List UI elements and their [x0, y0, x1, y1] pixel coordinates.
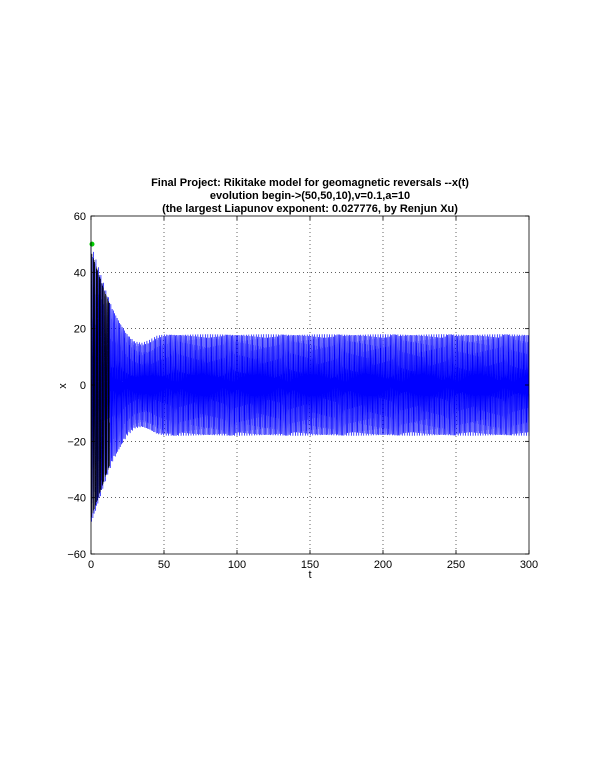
- x-tick-label-2: 100: [228, 559, 246, 571]
- y-tick-label-5: −40: [67, 493, 86, 505]
- series-x-line: [90, 244, 530, 522]
- y-tick-label-6: −60: [67, 549, 86, 561]
- y-tick-label-2: 20: [74, 324, 86, 336]
- transient-overlay-line: [91, 253, 110, 518]
- start-point-marker: [89, 241, 95, 247]
- x-tick-label-6: 300: [520, 559, 538, 571]
- y-tick-label-4: −20: [67, 436, 86, 448]
- x-tick-label-4: 200: [374, 559, 392, 571]
- chart-title-line-3: (the largest Liapunov exponent: 0.027776…: [162, 203, 458, 215]
- x-tick-label-3: 150: [301, 559, 319, 571]
- y-tick-label-1: 40: [74, 267, 86, 279]
- x-tick-label-1: 50: [158, 559, 170, 571]
- x-tick-label-0: 0: [88, 559, 94, 571]
- x-tick-label-5: 250: [447, 559, 465, 571]
- y-tick-label-3: 0: [80, 380, 86, 392]
- y-axis-label: x: [57, 383, 69, 389]
- chart-title-line-1: Final Project: Rikitake model for geomag…: [151, 177, 469, 189]
- chart-title-line-2: evolution begin->(50,50,10),v=0.1,a=10: [210, 190, 410, 202]
- data-layer: [89, 241, 530, 522]
- x-axis-label: t: [308, 569, 311, 581]
- y-tick-label-0: 60: [74, 211, 86, 223]
